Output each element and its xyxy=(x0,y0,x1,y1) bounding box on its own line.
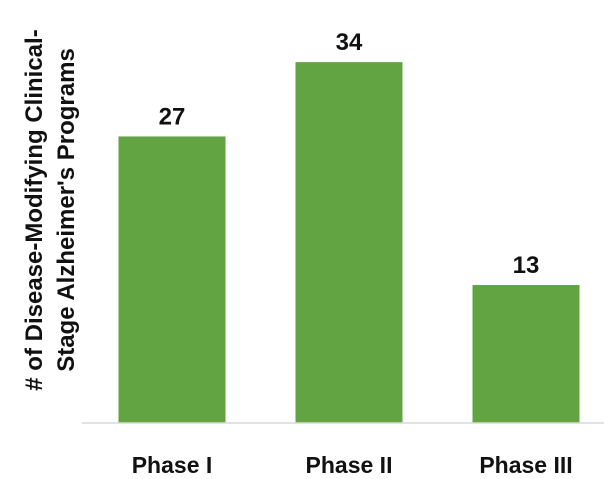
x-tick-label-phase-i: Phase I xyxy=(132,452,213,478)
value-label-phase-ii: 34 xyxy=(336,29,363,56)
value-label-phase-iii: 13 xyxy=(513,252,540,279)
x-tick-label-phase-ii: Phase II xyxy=(306,452,393,478)
bar-phase-iii xyxy=(472,285,580,423)
x-tick-labels-group: Phase I Phase II Phase III xyxy=(132,452,573,478)
bars-group xyxy=(118,62,580,423)
bar-phase-i xyxy=(118,136,226,423)
bar-phase-ii xyxy=(295,62,403,423)
y-axis-label-line-1: # of Disease-Modifying Clinical- xyxy=(21,29,48,390)
value-labels-group: 27 34 13 xyxy=(159,29,540,279)
x-tick-label-phase-iii: Phase III xyxy=(479,452,572,478)
value-label-phase-i: 27 xyxy=(159,103,186,130)
y-axis-label-line-2: Stage Alzheimer's Programs xyxy=(53,48,80,372)
